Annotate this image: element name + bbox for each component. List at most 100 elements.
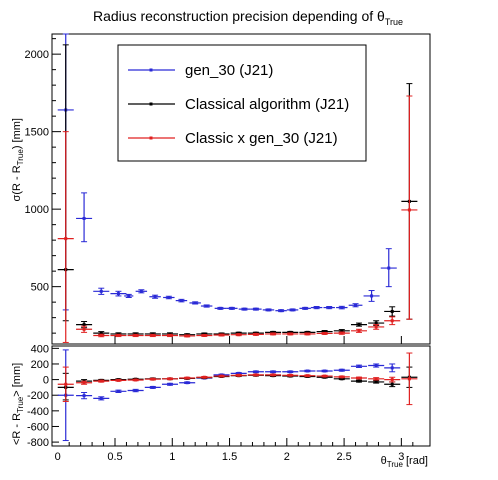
data-point	[401, 95, 418, 320]
marker	[288, 373, 292, 377]
legend-entry-gen30: gen_30 (J21)	[128, 62, 273, 79]
data-point	[76, 391, 93, 400]
data-point	[76, 380, 93, 385]
marker	[64, 237, 68, 241]
marker	[340, 368, 344, 372]
data-point	[110, 378, 127, 382]
marker	[82, 216, 86, 220]
data-point	[144, 377, 161, 381]
bottom-x-tick-label: 2.5	[336, 451, 351, 463]
top-y-tick-label: 500	[31, 282, 49, 294]
marker	[327, 306, 331, 310]
data-point	[299, 369, 316, 373]
data-point	[350, 328, 367, 333]
marker	[202, 375, 206, 379]
marker	[185, 381, 189, 385]
marker	[374, 377, 378, 381]
marker	[323, 374, 327, 378]
data-point	[93, 287, 110, 295]
bottom-x-tick-label: 2	[284, 451, 290, 463]
data-point	[368, 377, 385, 381]
marker	[340, 375, 344, 379]
data-point	[310, 305, 323, 310]
data-point	[57, 366, 74, 402]
series-classic-x-gen-30-j21	[57, 95, 418, 343]
chart-title: Radius reconstruction precision dependin…	[93, 8, 403, 27]
marker	[99, 396, 103, 400]
marker	[220, 333, 224, 337]
data-point	[265, 373, 282, 377]
marker	[357, 323, 361, 327]
marker	[288, 332, 292, 336]
marker	[168, 377, 172, 381]
marker	[340, 377, 344, 381]
marker	[151, 385, 155, 389]
data-point	[275, 309, 287, 313]
top-y-axis: 500 1000 1500 2000	[25, 38, 61, 334]
marker	[185, 376, 189, 380]
marker	[323, 331, 327, 335]
data-point	[57, 131, 74, 343]
data-point	[196, 375, 213, 379]
marker	[271, 370, 275, 374]
marker	[390, 382, 394, 386]
marker	[153, 295, 157, 299]
marker	[116, 389, 120, 393]
data-point	[247, 332, 264, 336]
marker	[374, 380, 378, 384]
marker	[237, 333, 241, 337]
data-point	[350, 376, 367, 380]
marker	[134, 389, 138, 393]
bottom-y-tick-label: 200	[31, 359, 49, 371]
bottom-x-tick-label: 3	[398, 451, 404, 463]
marker	[237, 373, 241, 377]
data-point	[127, 333, 144, 338]
marker	[139, 289, 143, 293]
marker	[315, 306, 319, 310]
data-point	[179, 334, 196, 338]
data-point	[333, 375, 350, 379]
marker	[99, 331, 103, 335]
marker	[202, 333, 206, 337]
marker	[151, 377, 155, 381]
data-point	[189, 301, 201, 305]
data-point	[368, 324, 385, 330]
data-point	[350, 364, 367, 368]
marker	[151, 333, 155, 337]
data-point	[262, 308, 275, 312]
bottom-y-tick-label: -400	[27, 406, 49, 418]
data-point	[336, 305, 348, 310]
marker	[266, 308, 270, 312]
data-point	[384, 306, 401, 317]
marker	[340, 331, 344, 335]
marker	[323, 369, 327, 373]
data-point	[350, 322, 367, 327]
data-point	[368, 363, 385, 368]
data-point	[110, 290, 127, 297]
legend-label-gen30: gen_30 (J21)	[185, 62, 273, 79]
marker	[387, 266, 391, 270]
marker	[357, 376, 361, 380]
marker	[340, 329, 344, 333]
marker	[185, 334, 189, 338]
marker	[305, 332, 309, 336]
data-point	[196, 333, 213, 337]
bottom-x-tick-label: 1	[169, 451, 175, 463]
marker	[374, 325, 378, 329]
bottom-x-axis: 0.5 1 1.5 2 2.5 3 0	[55, 438, 414, 463]
data-point	[110, 333, 127, 338]
marker	[220, 374, 224, 378]
marker	[99, 289, 103, 293]
data-point	[316, 374, 333, 378]
data-point	[282, 332, 299, 336]
bottom-x-tick-label: 1.5	[222, 451, 237, 463]
series-classic-x-gen-30-j21	[57, 352, 418, 406]
data-point	[93, 396, 110, 401]
data-point	[76, 192, 93, 243]
legend-label-classic-x-gen: Classic x gen_30 (J21)	[185, 130, 338, 147]
bottom-y-tick-label: -800	[27, 437, 49, 449]
data-point	[282, 373, 299, 377]
bottom-y-tick-label: -600	[27, 421, 49, 433]
marker	[271, 330, 275, 334]
marker	[374, 321, 378, 325]
